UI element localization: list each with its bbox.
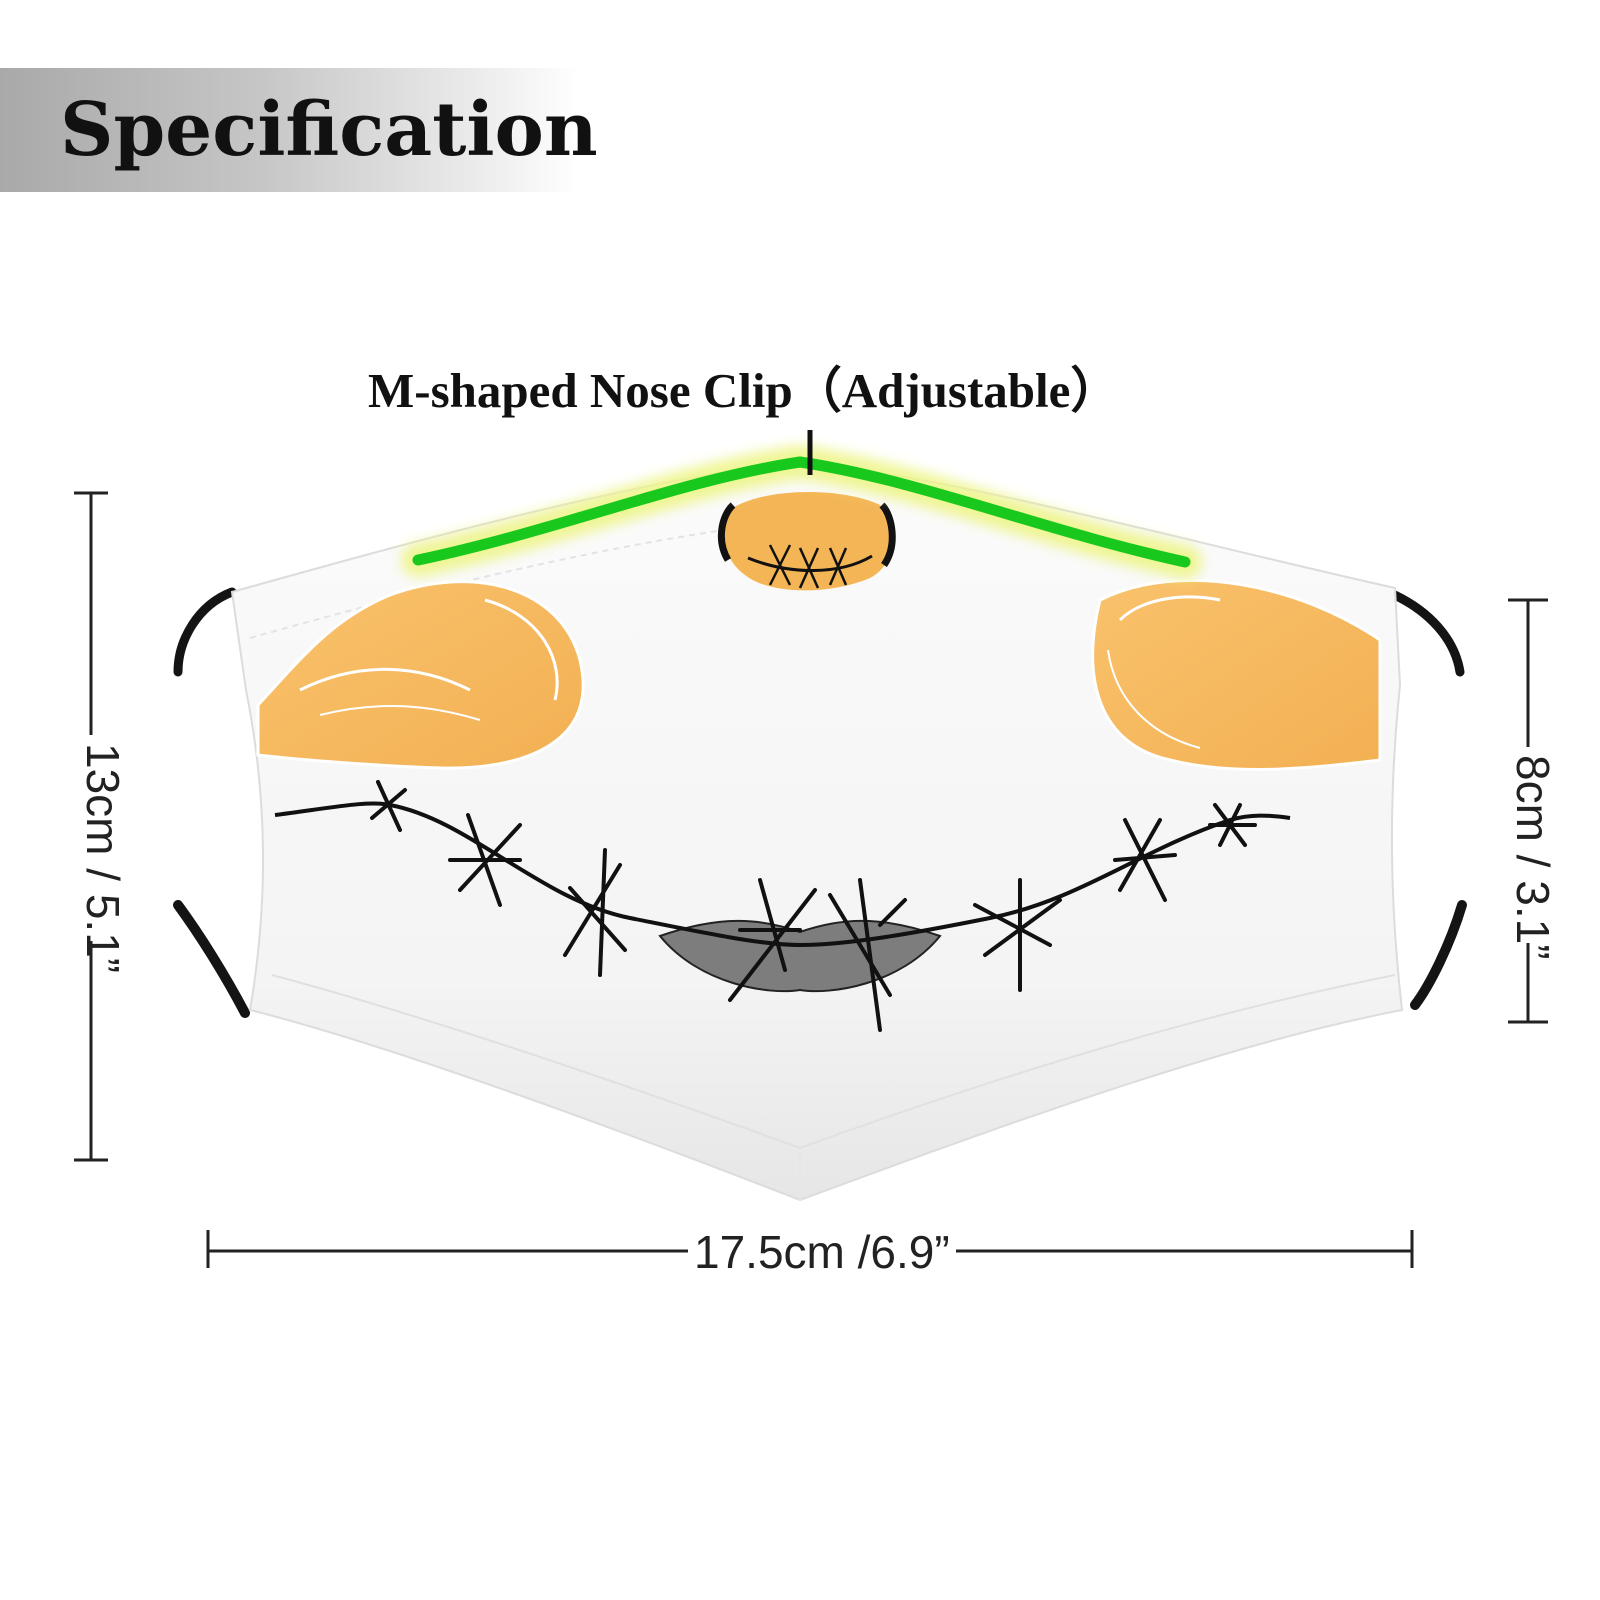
stitched-smile-icon <box>274 780 1291 1032</box>
stitched-nose-icon <box>717 492 896 591</box>
right-ear-loop <box>1383 587 1467 1010</box>
right-cheek <box>1091 578 1382 771</box>
left-ear-loop <box>173 587 250 1018</box>
depth-dimension-label: 8cm / 3.1” <box>1507 747 1559 960</box>
nose-clip-label: M-shaped Nose Clip（Adjustable） <box>368 363 1120 418</box>
width-dimension-label: 17.5cm /6.9” <box>688 1226 956 1278</box>
page-title: Specification <box>60 87 598 173</box>
left-cheek <box>256 580 585 770</box>
nose-clip <box>401 430 1202 579</box>
title-banner <box>0 68 580 192</box>
height-dimension-label: 13cm / 5.1” <box>77 735 129 973</box>
